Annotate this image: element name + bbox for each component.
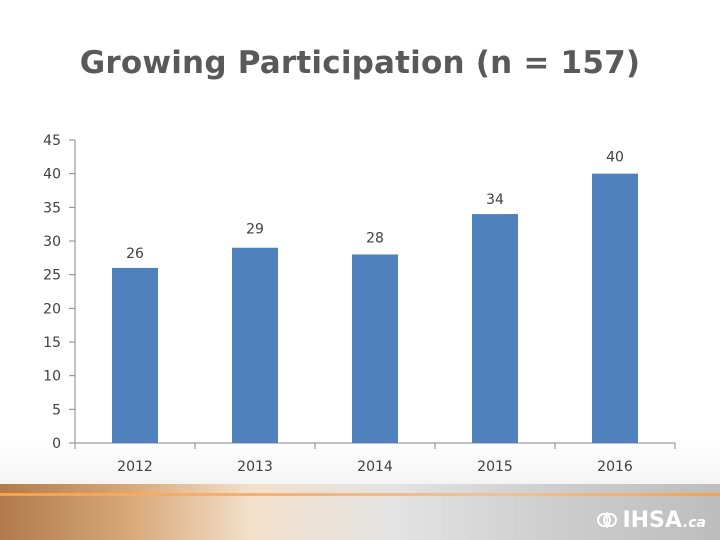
ihsa-logo: IHSA .ca	[596, 505, 706, 535]
x-tick-label: 2016	[597, 459, 633, 475]
bar-chart: 0 5 10 15 20 25 30 35 40 45 2012 26 2013 29 2014 28 2015…	[43, 133, 676, 475]
bar-2012	[112, 267, 158, 443]
y-tick-label: 45	[43, 133, 61, 149]
x-tick-label: 2012	[117, 459, 153, 475]
footer-fade	[0, 440, 720, 490]
slide-title: Growing Participation (n = 157)	[79, 45, 641, 81]
bar-2015	[472, 214, 518, 443]
data-label: 34	[486, 192, 504, 208]
footer-rule	[0, 493, 720, 496]
y-tick-label: 30	[43, 234, 61, 250]
y-tick-label: 10	[43, 369, 61, 385]
y-tick-label: 15	[43, 335, 61, 351]
y-tick-label: 0	[52, 436, 61, 452]
y-tick-label: 20	[43, 301, 61, 317]
bar-2014	[352, 254, 398, 443]
y-tick-label: 35	[43, 200, 61, 216]
ihsa-leaf-icon	[596, 509, 618, 531]
data-label: 40	[606, 150, 624, 166]
x-tick-label: 2014	[357, 459, 393, 475]
data-label: 26	[126, 246, 144, 262]
data-label: 28	[366, 230, 384, 246]
bar-2016	[592, 173, 638, 443]
x-tick-label: 2013	[237, 459, 273, 475]
data-label: 29	[246, 222, 264, 238]
y-tick-label: 40	[43, 167, 61, 183]
y-tick-label: 5	[52, 402, 61, 418]
y-tick-label: 25	[43, 268, 61, 284]
logo-text: IHSA	[622, 507, 682, 533]
bar-2013	[232, 247, 278, 443]
logo-suffix: .ca	[682, 515, 706, 531]
x-tick-label: 2015	[477, 459, 513, 475]
